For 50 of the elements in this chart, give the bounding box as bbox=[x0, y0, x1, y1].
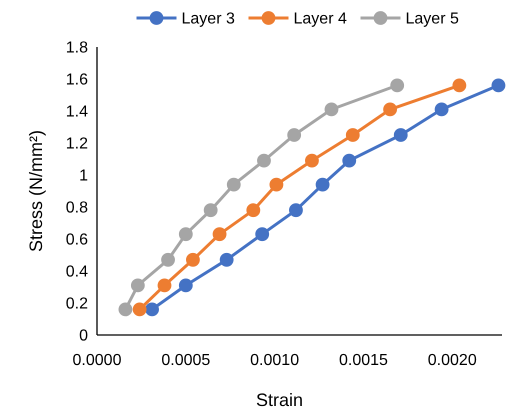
point bbox=[255, 227, 270, 242]
point bbox=[270, 178, 284, 192]
point bbox=[178, 278, 193, 292]
point bbox=[186, 252, 200, 267]
point bbox=[342, 154, 356, 168]
point bbox=[289, 203, 303, 218]
point bbox=[132, 302, 147, 316]
point bbox=[145, 302, 159, 316]
y-tick-label: 1.2 bbox=[66, 136, 88, 153]
y-tick-label: 0.2 bbox=[66, 296, 88, 313]
point bbox=[118, 302, 132, 316]
x-axis-title: Strain bbox=[256, 390, 304, 410]
x-tick-label: 0.0000 bbox=[72, 352, 122, 369]
point bbox=[434, 102, 449, 116]
y-tick-label: 0.8 bbox=[66, 200, 88, 217]
point bbox=[161, 252, 175, 267]
point bbox=[130, 278, 145, 292]
x-tick-label: 0.0010 bbox=[250, 352, 300, 369]
y-tick-label: 1 bbox=[79, 168, 88, 185]
legend-label: Layer 4 bbox=[294, 10, 347, 28]
y-tick-label: 0.4 bbox=[66, 264, 88, 281]
point bbox=[452, 78, 466, 92]
x-tick-label: 0.0015 bbox=[338, 352, 388, 369]
point bbox=[305, 154, 319, 168]
point bbox=[324, 102, 338, 116]
y-tick-label: 0 bbox=[79, 328, 88, 345]
y-axis-title: Stress (N/mm²) bbox=[26, 130, 46, 252]
point bbox=[492, 78, 506, 92]
point bbox=[246, 203, 260, 218]
point bbox=[178, 227, 193, 242]
y-tick-label: 1.8 bbox=[66, 40, 88, 57]
y-tick-label: 0.6 bbox=[66, 232, 88, 249]
point bbox=[220, 252, 234, 267]
y-tick-label: 1.4 bbox=[66, 104, 88, 121]
point bbox=[390, 78, 404, 92]
point bbox=[158, 278, 172, 292]
point bbox=[257, 154, 271, 168]
point bbox=[212, 227, 226, 242]
x-tick-label: 0.0020 bbox=[428, 352, 477, 369]
point bbox=[383, 102, 397, 116]
y-tick-label: 1.6 bbox=[66, 72, 88, 89]
point bbox=[316, 178, 330, 192]
legend-label: Layer 5 bbox=[406, 10, 459, 28]
legend-label: Layer 3 bbox=[182, 10, 235, 28]
point bbox=[226, 178, 241, 192]
point bbox=[204, 203, 218, 218]
point bbox=[394, 128, 408, 142]
x-tick-label: 0.0005 bbox=[161, 352, 210, 369]
point bbox=[346, 128, 360, 142]
point bbox=[287, 128, 302, 142]
